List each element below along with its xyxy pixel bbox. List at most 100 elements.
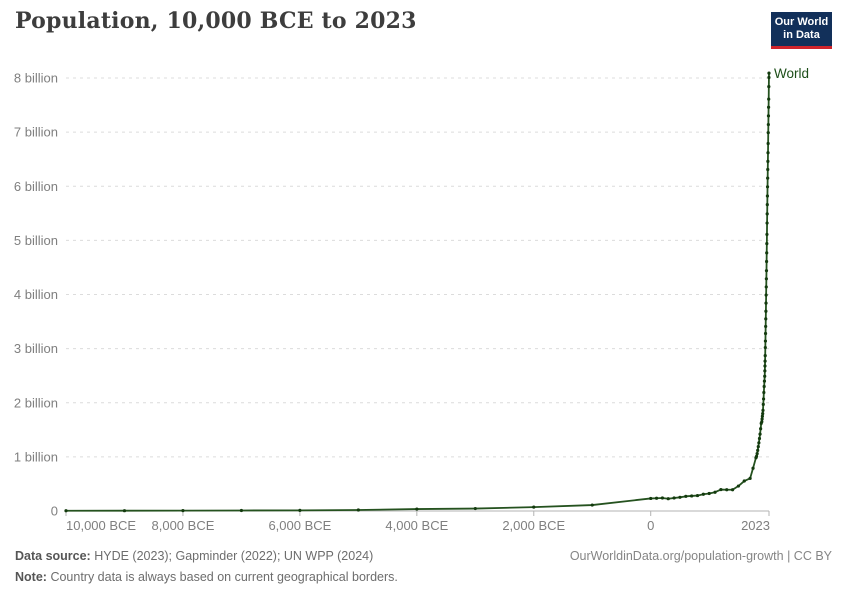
data-point[interactable] (765, 232, 769, 237)
data-point[interactable] (766, 122, 770, 127)
data-point[interactable] (762, 379, 767, 383)
data-point[interactable] (713, 490, 717, 494)
data-point[interactable] (356, 508, 360, 512)
data-point[interactable] (761, 411, 765, 416)
data-point[interactable] (760, 417, 764, 421)
data-point[interactable] (766, 114, 771, 118)
data-point[interactable] (695, 493, 700, 498)
data-point[interactable] (766, 151, 770, 155)
data-point[interactable] (763, 345, 767, 350)
data-point[interactable] (649, 496, 653, 501)
data-point[interactable] (764, 309, 768, 313)
data-point[interactable] (654, 496, 659, 500)
data-point[interactable] (590, 503, 594, 507)
data-point[interactable] (763, 374, 767, 378)
data-point[interactable] (765, 242, 769, 246)
data-source-text: HYDE (2023); Gapminder (2022); UN WPP (2… (94, 549, 374, 563)
data-point[interactable] (764, 269, 769, 273)
data-point[interactable] (755, 452, 759, 456)
footer-attribution: OurWorldinData.org/population-growth | C… (570, 546, 832, 567)
data-point[interactable] (758, 432, 762, 436)
data-point[interactable] (764, 285, 768, 289)
owid-logo[interactable]: Our World in Data (771, 12, 832, 49)
data-point[interactable] (765, 221, 769, 225)
data-point[interactable] (764, 293, 768, 297)
data-point[interactable] (766, 176, 770, 180)
y-tick-label: 5 billion (14, 233, 58, 248)
data-point[interactable] (239, 508, 244, 513)
x-tick-label: 2,000 BCE (502, 518, 565, 533)
data-point[interactable] (766, 131, 770, 135)
data-point[interactable] (763, 339, 768, 343)
data-point[interactable] (765, 212, 769, 216)
data-point[interactable] (742, 479, 746, 483)
data-point[interactable] (763, 331, 768, 336)
data-point[interactable] (763, 369, 767, 373)
series-label-world[interactable]: World (774, 66, 809, 81)
data-point[interactable] (754, 454, 759, 458)
data-point[interactable] (764, 324, 768, 329)
data-point[interactable] (767, 97, 771, 101)
data-point[interactable] (672, 496, 676, 500)
data-point[interactable] (757, 441, 761, 445)
data-point[interactable] (765, 185, 770, 189)
data-point[interactable] (684, 494, 688, 498)
data-point[interactable] (701, 492, 705, 496)
data-point[interactable] (415, 507, 419, 511)
data-point[interactable] (761, 397, 766, 401)
owid-url-link[interactable]: OurWorldinData.org/population-growth (569, 549, 784, 563)
data-point[interactable] (763, 364, 767, 368)
data-point[interactable] (760, 414, 764, 418)
data-point[interactable] (763, 354, 767, 358)
data-point[interactable] (666, 497, 670, 501)
data-point[interactable] (756, 448, 760, 452)
x-tick-label: 4,000 BCE (385, 518, 448, 533)
data-source-label: Data source: (15, 549, 91, 563)
data-point[interactable] (762, 384, 766, 389)
data-point[interactable] (765, 259, 769, 264)
data-point[interactable] (730, 488, 735, 492)
data-point[interactable] (764, 301, 768, 305)
data-point[interactable] (719, 487, 723, 492)
data-point[interactable] (64, 509, 68, 513)
population-line-chart[interactable]: 0 1 billion 2 billion 3 billion 4 billion 5 b… (0, 0, 850, 544)
data-point[interactable] (764, 317, 768, 321)
data-point[interactable] (761, 402, 765, 406)
data-point[interactable] (766, 159, 770, 163)
data-point[interactable] (762, 390, 766, 395)
data-point[interactable] (767, 75, 771, 80)
data-point[interactable] (765, 251, 769, 255)
data-point[interactable] (760, 420, 764, 424)
y-tick-label: 1 billion (14, 449, 58, 464)
data-point[interactable] (690, 494, 694, 498)
data-point[interactable] (707, 491, 711, 496)
owid-logo-line1: Our World (774, 16, 829, 28)
license-text: | CC BY (783, 549, 832, 563)
data-point[interactable] (298, 508, 302, 512)
data-point[interactable] (473, 506, 477, 511)
data-point[interactable] (736, 484, 741, 488)
data-point[interactable] (767, 71, 771, 75)
data-point[interactable] (532, 505, 536, 509)
data-point[interactable] (678, 495, 682, 499)
world-population-line[interactable] (65, 72, 770, 512)
data-point[interactable] (725, 488, 729, 492)
data-point[interactable] (763, 359, 767, 363)
data-point[interactable] (767, 85, 771, 89)
data-point[interactable] (759, 427, 763, 431)
data-point[interactable] (756, 444, 760, 449)
data-point[interactable] (765, 203, 769, 207)
data-point[interactable] (764, 277, 768, 281)
data-point[interactable] (766, 167, 770, 172)
data-point[interactable] (765, 194, 770, 198)
data-point[interactable] (181, 509, 185, 513)
data-point[interactable] (751, 466, 755, 470)
data-point[interactable] (660, 496, 665, 500)
data-point[interactable] (748, 476, 752, 480)
data-point[interactable] (122, 509, 127, 513)
data-point[interactable] (761, 408, 765, 412)
data-point[interactable] (766, 105, 771, 109)
data-point[interactable] (757, 436, 762, 441)
data-point[interactable] (766, 141, 770, 146)
